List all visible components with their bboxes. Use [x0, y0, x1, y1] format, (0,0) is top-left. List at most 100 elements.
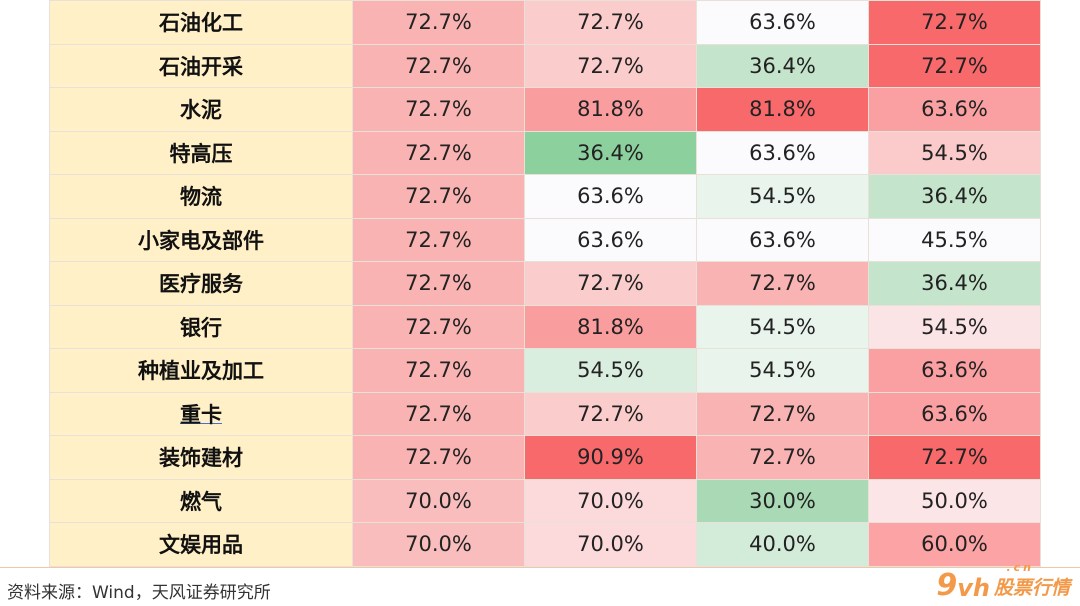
- row-label-text: 种植业及加工: [138, 359, 264, 384]
- value-cell: 81.8%: [524, 87, 697, 132]
- value-cell: 72.7%: [696, 261, 869, 306]
- value-cell: 72.7%: [352, 435, 525, 480]
- value-cell: 63.6%: [696, 0, 869, 45]
- value-cell: 54.5%: [696, 174, 869, 219]
- value-cell: 54.5%: [696, 348, 869, 393]
- value-cell: 70.0%: [524, 522, 697, 567]
- table-row: 装饰建材 72.7% 90.9% 72.7% 72.7%: [49, 435, 1041, 480]
- value-cell: 54.5%: [868, 304, 1041, 349]
- value-cell: 72.7%: [352, 0, 525, 45]
- row-label: 文娱用品: [49, 522, 353, 567]
- watermark-text: 股票行情: [993, 577, 1070, 599]
- row-label-text: 装饰建材: [159, 446, 243, 471]
- table-row: 小家电及部件 72.7% 63.6% 63.6% 45.5%: [49, 217, 1041, 262]
- value-cell: 63.6%: [524, 174, 697, 219]
- value-cell: 90.9%: [524, 435, 697, 480]
- value-cell: 54.5%: [696, 304, 869, 349]
- value-cell: 70.0%: [352, 522, 525, 567]
- row-label: 小家电及部件: [49, 217, 353, 262]
- row-label-text: 医疗服务: [159, 272, 243, 297]
- row-label: 重卡: [49, 391, 353, 436]
- table-row: 文娱用品 70.0% 70.0% 40.0% 60.0%: [49, 522, 1041, 567]
- row-label: 装饰建材: [49, 435, 353, 480]
- value-cell: 72.7%: [524, 261, 697, 306]
- value-cell: 36.4%: [868, 261, 1041, 306]
- value-cell: 72.7%: [524, 43, 697, 88]
- heatmap-table-body: 石油化工 72.7% 72.7% 63.6% 72.7% 石油开采 72.7% 72.7% 36…: [49, 0, 1041, 567]
- row-label-text: 石油化工: [159, 11, 243, 36]
- row-label-text: 物流: [180, 185, 222, 210]
- row-label: 银行: [49, 304, 353, 349]
- value-cell: 72.7%: [696, 391, 869, 436]
- value-cell: 72.7%: [352, 174, 525, 219]
- value-cell: 54.5%: [524, 348, 697, 393]
- footer-divider: [0, 567, 1080, 568]
- value-cell: 72.7%: [352, 348, 525, 393]
- value-cell: 63.6%: [868, 348, 1041, 393]
- table-row: 种植业及加工 72.7% 54.5% 54.5% 63.6%: [49, 348, 1041, 393]
- row-label-text: 银行: [180, 315, 222, 340]
- value-cell: 30.0%: [696, 478, 869, 523]
- table-row: 石油化工 72.7% 72.7% 63.6% 72.7%: [49, 0, 1041, 45]
- table-row: 水泥 72.7% 81.8% 81.8% 63.6%: [49, 87, 1041, 132]
- value-cell: 63.6%: [524, 217, 697, 262]
- table-row: 银行 72.7% 81.8% 54.5% 54.5%: [49, 304, 1041, 349]
- watermark-logo: .cn 9 vh 股票行情: [936, 561, 1070, 601]
- table-row: 燃气 70.0% 70.0% 30.0% 50.0%: [49, 478, 1041, 523]
- value-cell: 72.7%: [868, 0, 1041, 45]
- source-note: 资料来源：Wind，天风证券研究所: [7, 583, 271, 603]
- value-cell: 36.4%: [524, 130, 697, 175]
- row-label: 石油开采: [49, 43, 353, 88]
- row-label: 石油化工: [49, 0, 353, 45]
- watermark-vh: vh: [957, 574, 990, 602]
- value-cell: 36.4%: [696, 43, 869, 88]
- value-cell: 72.7%: [352, 261, 525, 306]
- row-label: 特高压: [49, 130, 353, 175]
- value-cell: 72.7%: [696, 435, 869, 480]
- row-label: 医疗服务: [49, 261, 353, 306]
- value-cell: 63.6%: [868, 87, 1041, 132]
- row-label-text: 重卡: [180, 402, 222, 427]
- value-cell: 72.7%: [352, 391, 525, 436]
- row-label: 种植业及加工: [49, 348, 353, 393]
- value-cell: 63.6%: [696, 217, 869, 262]
- watermark-nine: 9: [936, 568, 958, 603]
- value-cell: 63.6%: [868, 391, 1041, 436]
- value-cell: 72.7%: [868, 435, 1041, 480]
- value-cell: 40.0%: [696, 522, 869, 567]
- value-cell: 72.7%: [352, 217, 525, 262]
- row-label: 物流: [49, 174, 353, 219]
- row-label-text: 小家电及部件: [138, 228, 264, 253]
- watermark-cn: .cn: [1006, 561, 1034, 574]
- value-cell: 81.8%: [696, 87, 869, 132]
- table-row: 特高压 72.7% 36.4% 63.6% 54.5%: [49, 130, 1041, 175]
- table-row: 石油开采 72.7% 72.7% 36.4% 72.7%: [49, 43, 1041, 88]
- value-cell: 50.0%: [868, 478, 1041, 523]
- table-row: 重卡 72.7% 72.7% 72.7% 63.6%: [49, 391, 1041, 436]
- row-label-text: 水泥: [180, 98, 222, 123]
- row-label: 水泥: [49, 87, 353, 132]
- heatmap-table: 石油化工 72.7% 72.7% 63.6% 72.7% 石油开采 72.7% 72.7% 36…: [49, 0, 1041, 567]
- table-row: 医疗服务 72.7% 72.7% 72.7% 36.4%: [49, 261, 1041, 306]
- value-cell: 72.7%: [352, 304, 525, 349]
- value-cell: 72.7%: [868, 43, 1041, 88]
- table-row: 物流 72.7% 63.6% 54.5% 36.4%: [49, 174, 1041, 219]
- value-cell: 36.4%: [868, 174, 1041, 219]
- value-cell: 63.6%: [696, 130, 869, 175]
- value-cell: 45.5%: [868, 217, 1041, 262]
- value-cell: 72.7%: [524, 0, 697, 45]
- value-cell: 72.7%: [352, 87, 525, 132]
- row-label-text: 燃气: [180, 489, 222, 514]
- value-cell: 54.5%: [868, 130, 1041, 175]
- value-cell: 81.8%: [524, 304, 697, 349]
- value-cell: 60.0%: [868, 522, 1041, 567]
- value-cell: 72.7%: [352, 43, 525, 88]
- row-label-text: 特高压: [169, 141, 233, 166]
- value-cell: 72.7%: [352, 130, 525, 175]
- value-cell: 72.7%: [524, 391, 697, 436]
- row-label: 燃气: [49, 478, 353, 523]
- row-label-text: 文娱用品: [159, 533, 243, 558]
- value-cell: 70.0%: [524, 478, 697, 523]
- row-label-text: 石油开采: [159, 54, 243, 79]
